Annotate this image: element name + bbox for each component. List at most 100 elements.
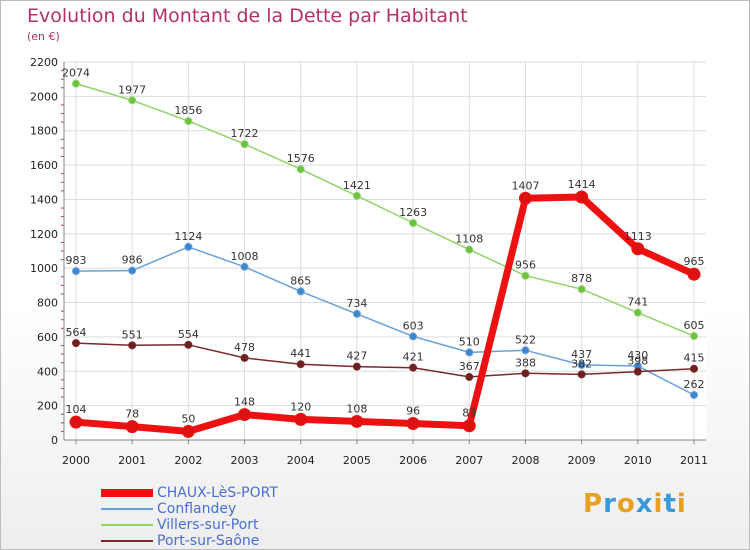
legend-label: Villers-sur-Port	[157, 517, 259, 533]
data-label: 510	[459, 335, 480, 348]
data-point	[296, 165, 305, 174]
data-point	[72, 267, 80, 276]
data-label: 441	[290, 347, 311, 360]
data-point	[518, 191, 532, 205]
y-tick-label: 800	[37, 297, 58, 310]
data-label: 1407	[511, 179, 539, 192]
data-point	[294, 412, 308, 426]
data-point	[577, 370, 586, 379]
data-point	[184, 117, 193, 126]
data-point	[72, 339, 80, 348]
y-tick-label: 400	[37, 365, 58, 378]
data-point	[687, 267, 701, 281]
x-tick-label: 2007	[455, 454, 483, 467]
data-point	[631, 242, 645, 256]
data-label: 1977	[118, 83, 146, 96]
series-line	[75, 246, 695, 396]
data-label: 983	[66, 254, 87, 267]
data-label: 1576	[287, 152, 315, 165]
x-tick-label: 2004	[287, 454, 315, 467]
data-label: 1856	[174, 104, 202, 117]
chart-subtitle: (en €)	[27, 30, 60, 43]
data-label: 564	[66, 326, 87, 339]
data-label: 388	[515, 356, 536, 369]
data-label: 605	[684, 319, 705, 332]
data-point	[69, 415, 83, 429]
data-label: 421	[403, 351, 424, 364]
series-line	[75, 342, 695, 378]
data-point	[352, 309, 361, 318]
data-point	[577, 360, 586, 369]
data-point	[240, 353, 249, 362]
data-point	[125, 420, 139, 434]
legend-swatch	[101, 489, 153, 497]
data-label: 104	[66, 403, 87, 416]
data-point	[296, 287, 305, 296]
data-label: 956	[515, 259, 536, 272]
data-label: 554	[178, 328, 199, 341]
data-point	[690, 390, 698, 399]
brand-letter: P	[583, 489, 604, 519]
brand-letter: t	[663, 489, 677, 519]
brand-letter: i	[676, 489, 687, 519]
data-label: 478	[234, 341, 255, 354]
data-label: 120	[290, 400, 311, 413]
data-label: 865	[290, 274, 311, 287]
data-label: 50	[181, 412, 195, 425]
x-tick-label: 2000	[62, 454, 90, 467]
data-point	[633, 308, 642, 317]
data-point	[184, 242, 193, 251]
data-point	[465, 245, 474, 254]
data-label: 522	[515, 333, 536, 346]
data-label: 437	[571, 348, 592, 361]
data-point	[521, 346, 530, 355]
data-label: 1008	[231, 250, 259, 263]
data-point	[409, 363, 418, 372]
data-label: 1108	[455, 233, 483, 246]
data-label: 108	[346, 402, 367, 415]
data-label: 986	[122, 254, 143, 267]
data-label: 96	[406, 405, 420, 418]
line-chart: 0 200 400 600 800 1000 1200 1400 1600 1800 2000 220…	[30, 56, 708, 467]
data-point	[575, 190, 589, 204]
brand-logo: Proxiti	[583, 489, 687, 519]
brand-letter: r	[603, 489, 617, 519]
y-tick-label: 2000	[30, 90, 58, 103]
data-point	[352, 362, 361, 371]
data-label: 430	[627, 349, 648, 362]
data-label: 382	[571, 357, 592, 370]
data-point	[240, 262, 249, 271]
data-label: 2074	[62, 67, 90, 80]
data-label: 1124	[174, 230, 202, 243]
data-label: 398	[627, 355, 648, 368]
data-point	[690, 364, 698, 373]
data-point	[350, 414, 364, 428]
y-tick-label: 200	[37, 400, 58, 413]
data-point	[633, 367, 642, 376]
data-point	[128, 341, 137, 350]
brand-letter: i	[653, 489, 664, 519]
data-point	[181, 424, 195, 438]
legend-swatch	[101, 540, 153, 542]
legend-swatch	[101, 524, 153, 526]
legend-label: CHAUX-LèS-PORT	[157, 485, 278, 501]
data-label: 1414	[568, 178, 596, 191]
data-label: 1113	[624, 230, 652, 243]
data-label: 734	[346, 297, 367, 310]
x-tick-label: 2010	[624, 454, 652, 467]
data-label: 878	[571, 272, 592, 285]
data-point	[690, 332, 698, 341]
chart-title: Evolution du Montant de la Dette par Hab…	[27, 5, 468, 27]
data-label: 741	[627, 296, 648, 309]
data-point	[521, 369, 530, 378]
x-tick-label: 2006	[399, 454, 427, 467]
data-label: 1722	[231, 127, 259, 140]
data-label: 83	[462, 407, 476, 420]
data-point	[238, 408, 252, 422]
y-tick-label: 2200	[30, 56, 58, 69]
data-point	[409, 218, 418, 227]
data-point	[465, 348, 474, 357]
x-tick-label: 2005	[343, 454, 371, 467]
data-label: 367	[459, 360, 480, 373]
